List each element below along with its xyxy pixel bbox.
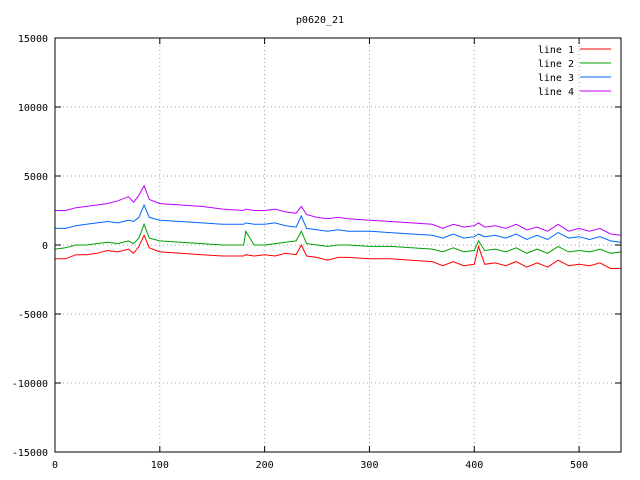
x-tick-label: 500 (570, 460, 588, 471)
series-line-3 (55, 203, 622, 243)
x-tick-label: 100 (151, 460, 169, 471)
x-tick-label: 300 (360, 460, 378, 471)
legend: line 1 line 2 line 3 line 4 (538, 45, 611, 98)
x-tick-label: 400 (465, 460, 483, 471)
series-group (54, 184, 622, 269)
grid (55, 38, 621, 452)
series-line-1 (55, 234, 621, 269)
y-tick-label: 15000 (18, 34, 48, 45)
y-tick-label: 0 (42, 241, 48, 252)
chart-title: p0620_21 (296, 15, 344, 26)
legend-label-1: line 1 (538, 45, 574, 56)
series-line-4 (55, 184, 622, 236)
y-tick-label: -15000 (12, 448, 48, 459)
legend-label-4: line 4 (538, 87, 574, 98)
legend-label-2: line 2 (538, 59, 574, 70)
axes: 0 100 200 300 400 500 15000 10000 5000 0 -5000 -100… (12, 34, 621, 471)
legend-label-3: line 3 (538, 73, 574, 84)
series-line-2 (54, 222, 622, 254)
y-tick-label: -10000 (12, 379, 48, 390)
x-tick-label: 0 (52, 460, 58, 471)
y-tick-label: 5000 (24, 172, 48, 183)
x-tick-label: 200 (256, 460, 274, 471)
y-tick-label: 10000 (18, 103, 48, 114)
y-tick-label: -5000 (18, 310, 48, 321)
